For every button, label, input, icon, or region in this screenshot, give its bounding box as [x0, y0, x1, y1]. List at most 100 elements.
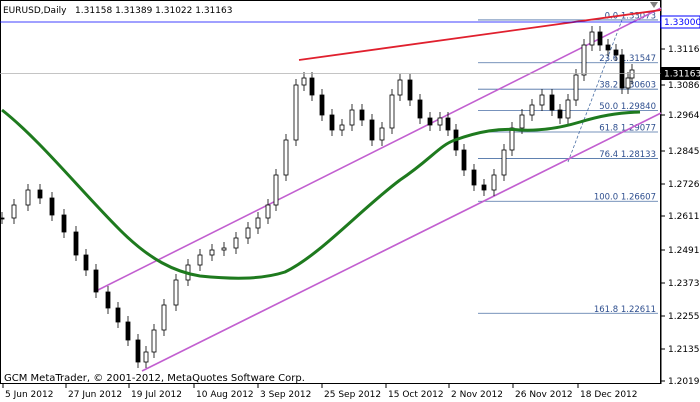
- fib-level-label: 100.0 1.26607: [594, 193, 656, 203]
- candle-body: [471, 169, 477, 186]
- candle-body: [49, 197, 55, 216]
- candle-body: [161, 304, 167, 331]
- candle-body: [629, 69, 635, 79]
- candle-body: [379, 127, 385, 141]
- resistance-line[interactable]: [298, 9, 662, 61]
- fib-level-label: 50.0 1.29840: [599, 102, 656, 112]
- candle-body: [329, 114, 335, 131]
- time-label: 27 Jun 2012: [68, 390, 122, 400]
- price-tick-label: 1.23730: [668, 279, 700, 289]
- fib-level-label: 0.0 1.33073: [605, 11, 656, 21]
- time-label: 3 Sep 2012: [260, 390, 311, 400]
- candle-body: [209, 249, 215, 256]
- candle-body: [83, 254, 89, 271]
- ohlc-readout: 1.31158 1.31389 1.31022 1.31163: [75, 6, 232, 16]
- candle-body: [105, 291, 111, 309]
- price-tick-label: 1.24910: [668, 246, 700, 256]
- candle-body: [417, 99, 423, 119]
- candle-body: [397, 79, 403, 96]
- price-tick-label: 1.27265: [668, 180, 700, 190]
- fib-level-label: 23.6 1.31547: [599, 54, 656, 64]
- candle-body: [349, 109, 355, 126]
- candle-body: [293, 84, 299, 141]
- symbol-timeframe: EURUSD,Daily: [3, 6, 67, 16]
- triangle-down-icon[interactable]: [650, 2, 658, 8]
- candle-body: [37, 189, 43, 199]
- candle-body: [565, 99, 571, 119]
- candle-body: [143, 351, 149, 363]
- time-label: 26 Nov 2012: [515, 390, 573, 400]
- candle-body: [549, 94, 555, 111]
- candle-body: [437, 117, 443, 126]
- candle-body: [135, 339, 141, 363]
- candle-body: [245, 227, 251, 239]
- candle-body: [501, 149, 507, 176]
- channel-lower-line[interactable]: [141, 112, 662, 372]
- price-tick-label: 1.21355: [668, 345, 700, 355]
- candle-body: [427, 117, 433, 126]
- copyright-text: GCM MetaTrader, © 2001-2012, MetaQuotes …: [4, 373, 305, 384]
- candle-body: [73, 231, 79, 256]
- price-axis: 1.330001.311631.308651.296451.284501.272…: [0, 15, 700, 387]
- time-label: 2 Nov 2012: [451, 390, 503, 400]
- candlesticks: [0, 26, 635, 368]
- candle-body: [519, 114, 525, 129]
- price-label-box: [660, 67, 700, 81]
- candle-body: [339, 124, 345, 131]
- candle-body: [309, 77, 315, 96]
- price-tick-label: 1.20195: [668, 377, 700, 387]
- time-label: 15 Oct 2012: [388, 390, 444, 400]
- price-tick-label: 1.31163: [668, 45, 700, 55]
- time-label: 19 Jul 2012: [131, 390, 182, 400]
- candle-body: [597, 31, 603, 46]
- time-label: 5 Jun 2012: [5, 390, 53, 400]
- channel-upper-line[interactable]: [95, 7, 662, 292]
- candle-body: [11, 204, 17, 219]
- moving-average-line: [1, 108, 641, 280]
- moving-average: [1, 108, 641, 280]
- candle-body: [151, 329, 157, 353]
- candle-body: [509, 127, 515, 151]
- time-axis: 5 Jun 2012 27 Jun 2012 19 Jul 2012 10 Aug 2…: [2, 384, 638, 400]
- price-tick-label: 1.29645: [668, 111, 700, 121]
- candle-body: [221, 247, 227, 251]
- candle-body: [369, 119, 375, 141]
- candle-body: [445, 117, 451, 131]
- price-tick-label: 1.28450: [668, 147, 700, 157]
- time-label: 25 Sep 2012: [324, 390, 381, 400]
- candle-body: [319, 94, 325, 116]
- candle-body: [539, 94, 545, 106]
- candle-body: [625, 77, 631, 89]
- price-label-box: [660, 15, 700, 29]
- candle-body: [529, 104, 535, 116]
- candle-body: [613, 49, 619, 56]
- fib-baseline[interactable]: [567, 19, 623, 163]
- price-tick-label: 1.22550: [668, 312, 700, 322]
- candle-body: [25, 189, 31, 206]
- candle-body: [481, 184, 487, 191]
- price-tick-label: 1.26110: [668, 212, 700, 222]
- candle-body: [233, 237, 239, 249]
- candle-body: [589, 31, 595, 46]
- candle-body: [461, 149, 467, 171]
- fib-level-label: 161.8 1.22611: [594, 305, 656, 315]
- candle-body: [61, 214, 67, 233]
- trendlines[interactable]: [95, 7, 662, 372]
- candle-body: [255, 217, 261, 229]
- candle-body: [581, 44, 587, 76]
- candle-body: [197, 254, 203, 266]
- price-label: 1.33000: [664, 18, 700, 28]
- candle-body: [283, 139, 289, 176]
- price-tick-label: 1.30865: [668, 81, 700, 91]
- candle-body: [491, 174, 497, 191]
- candle-body: [301, 77, 307, 86]
- candle-body: [573, 74, 579, 101]
- candle-body: [407, 79, 413, 101]
- candle-body: [605, 44, 611, 51]
- fib-level-label: 76.4 1.28133: [599, 150, 656, 160]
- candle-body: [619, 54, 625, 89]
- candle-body: [359, 109, 365, 121]
- price-label: 1.31163: [664, 70, 700, 80]
